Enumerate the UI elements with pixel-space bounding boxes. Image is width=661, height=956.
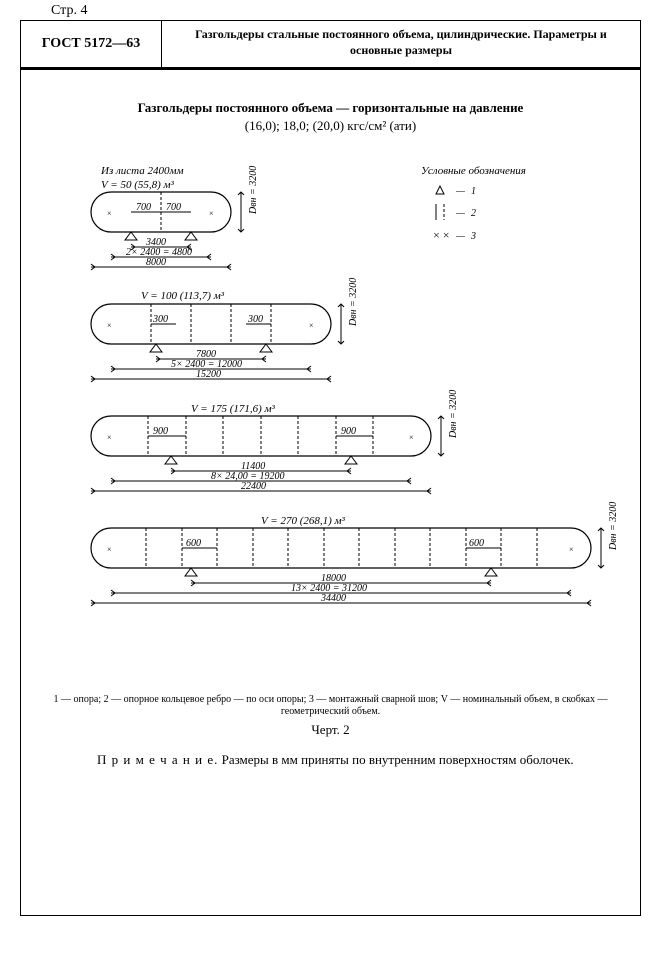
svg-text:Dвн = 3200: Dвн = 3200 bbox=[248, 166, 259, 215]
svg-text:—: — bbox=[455, 208, 465, 219]
svg-text:300: 300 bbox=[247, 314, 263, 325]
svg-text:×: × bbox=[107, 433, 112, 442]
svg-text:×: × bbox=[309, 321, 314, 330]
sheet-label: Из листа 2400мм bbox=[100, 165, 184, 177]
volume-3: V = 175 (171,6) м³ bbox=[191, 403, 276, 415]
svg-text:600: 600 bbox=[469, 538, 484, 549]
page-number: Стр. 4 bbox=[51, 3, 87, 19]
note: П р и м е ч а н и е. Размеры в мм принят… bbox=[71, 752, 590, 768]
volume-4: V = 270 (268,1) м³ bbox=[261, 515, 346, 527]
figure-label: Черт. 2 bbox=[41, 722, 620, 738]
vessel-3: ×× Dвн = 3200 900 900 11400 8× 24,00 = 1… bbox=[91, 390, 459, 494]
vessel-2: ×× Dвн = 3200 300 300 7800 5× 2400 = 120… bbox=[91, 278, 359, 382]
svg-text:2: 2 bbox=[471, 208, 476, 219]
svg-text:—: — bbox=[455, 186, 465, 197]
technical-drawing: Условные обозначения — 1 — 2 × × — 3 Из … bbox=[41, 144, 620, 684]
svg-text:22400: 22400 bbox=[241, 481, 266, 492]
svg-text:×: × bbox=[569, 545, 574, 554]
volume-2: V = 100 (113,7) м³ bbox=[141, 290, 225, 302]
svg-text:8000: 8000 bbox=[146, 257, 166, 268]
svg-text:700: 700 bbox=[136, 202, 151, 213]
svg-text:1: 1 bbox=[471, 186, 476, 197]
svg-text:34400: 34400 bbox=[320, 593, 346, 604]
svg-text:600: 600 bbox=[186, 538, 201, 549]
svg-text:Dвн = 3200: Dвн = 3200 bbox=[448, 390, 459, 439]
svg-text:× ×: × × bbox=[433, 228, 450, 242]
svg-text:×: × bbox=[107, 545, 112, 554]
legend-title: Условные обозначения bbox=[421, 165, 526, 177]
svg-text:—: — bbox=[455, 231, 465, 242]
svg-text:900: 900 bbox=[341, 426, 356, 437]
caption: 1 — опора; 2 — опорное кольцевое ребро —… bbox=[41, 694, 620, 718]
svg-text:15200: 15200 bbox=[196, 369, 221, 380]
svg-text:×: × bbox=[107, 321, 112, 330]
svg-text:3: 3 bbox=[470, 231, 476, 242]
svg-text:300: 300 bbox=[152, 314, 168, 325]
svg-text:×: × bbox=[209, 209, 214, 218]
document-title: Газгольдеры стальные постоянного объема,… bbox=[162, 21, 640, 67]
subtitle-params: (16,0); 18,0; (20,0) кгс/см² (ати) bbox=[41, 118, 620, 134]
vessel-4: ×× Dвн = 3200 600 600 18000 13× 2400 = 3… bbox=[91, 502, 619, 606]
volume-1: V = 50 (55,8) м³ bbox=[101, 179, 175, 191]
standard-code: ГОСТ 5172—63 bbox=[21, 21, 162, 67]
svg-text:900: 900 bbox=[153, 426, 168, 437]
header: ГОСТ 5172—63 Газгольдеры стальные постоя… bbox=[21, 21, 640, 70]
svg-text:×: × bbox=[409, 433, 414, 442]
svg-text:Dвн = 3200: Dвн = 3200 bbox=[348, 278, 359, 327]
svg-text:700: 700 bbox=[166, 202, 181, 213]
svg-text:×: × bbox=[107, 209, 112, 218]
subtitle: Газгольдеры постоянного объема — горизон… bbox=[41, 100, 620, 116]
svg-text:Dвн = 3200: Dвн = 3200 bbox=[608, 502, 619, 551]
